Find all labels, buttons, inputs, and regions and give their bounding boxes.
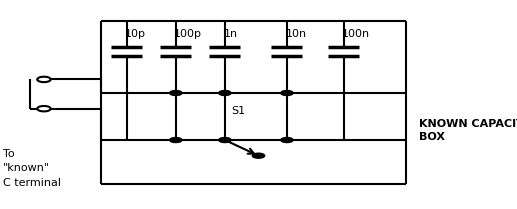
Text: To: To [3, 149, 14, 159]
Circle shape [219, 138, 231, 143]
Text: 100n: 100n [342, 29, 370, 39]
Circle shape [170, 138, 182, 143]
Text: 1n: 1n [223, 29, 237, 39]
Text: KNOWN CAPACITANCE
BOX: KNOWN CAPACITANCE BOX [419, 119, 517, 142]
Text: 100p: 100p [174, 29, 202, 39]
Circle shape [170, 90, 182, 96]
Circle shape [281, 90, 293, 96]
Text: S1: S1 [231, 106, 245, 116]
Circle shape [252, 153, 265, 158]
Text: 10p: 10p [125, 29, 146, 39]
Text: "known": "known" [3, 163, 50, 173]
Text: C terminal: C terminal [3, 178, 60, 188]
Circle shape [219, 90, 231, 96]
Circle shape [281, 138, 293, 143]
Text: 10n: 10n [285, 29, 307, 39]
